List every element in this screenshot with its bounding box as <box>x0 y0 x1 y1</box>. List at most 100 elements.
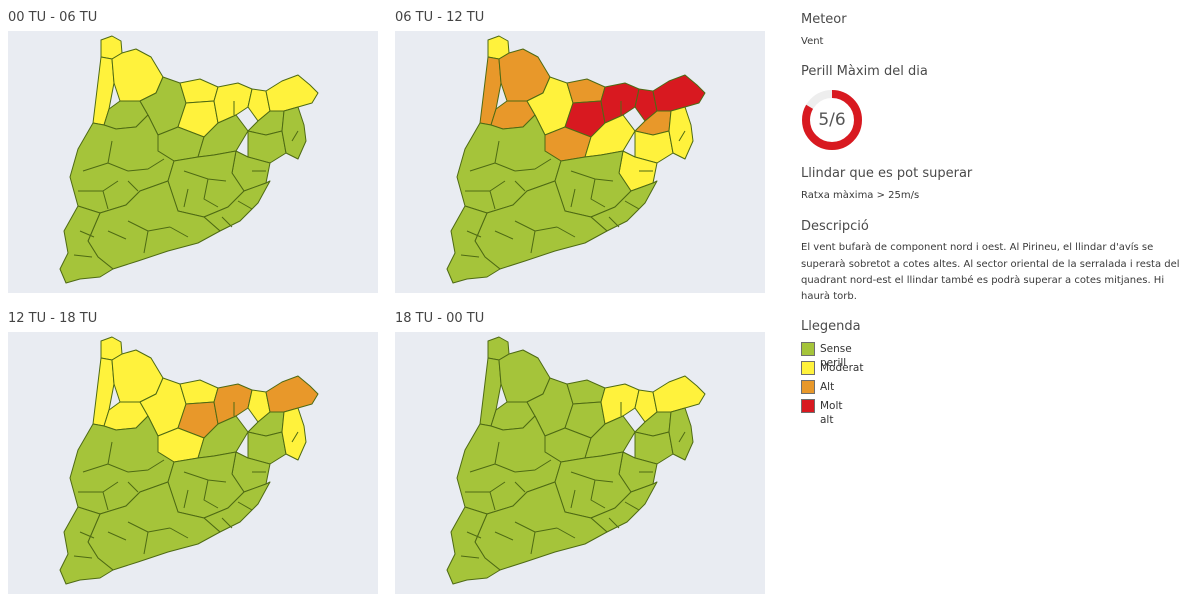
meteor-heading: Meteor <box>801 12 847 27</box>
comarca-border <box>608 216 620 228</box>
map-panel-3: 12 TU - 18 TU <box>8 311 378 595</box>
comarca-border <box>73 555 93 559</box>
comarca-border <box>221 517 233 529</box>
map-panel-1: 00 TU - 06 TU <box>8 10 378 294</box>
comarca-border <box>127 459 165 473</box>
comarca-border <box>183 489 189 509</box>
comarca-border <box>169 226 189 238</box>
map-area <box>8 332 378 594</box>
catalonia-map <box>59 35 319 284</box>
comarca-border <box>514 459 552 473</box>
region-south <box>446 205 501 284</box>
danger-level-ring: 5/6 <box>801 89 863 151</box>
descripcio-line: quadrant nord-est el llindar també es po… <box>801 275 1165 286</box>
comarca-border <box>570 489 576 509</box>
region-coast-bcn <box>590 180 658 232</box>
comarca-border <box>107 230 127 240</box>
legend-swatch <box>801 380 815 394</box>
comarca-border <box>102 491 109 511</box>
region-cerdanya <box>179 78 219 104</box>
danger-ring-graphic <box>802 90 862 150</box>
legend-label: Molt alt <box>820 400 843 426</box>
legend-label: Sense perill <box>820 343 852 369</box>
comarca-border <box>530 230 536 254</box>
region-alt-emporda <box>652 375 706 413</box>
map-panel-4: 18 TU - 00 TU <box>395 311 765 595</box>
comarca-border <box>570 188 576 208</box>
comarca-border <box>530 531 536 555</box>
region-coast-bcn <box>590 481 658 533</box>
comarca-border <box>514 158 552 172</box>
comarca-border <box>494 230 514 240</box>
legend-swatch <box>801 399 815 413</box>
catalonia-map <box>59 336 319 585</box>
perill-heading: Perill Màxim del dia <box>801 64 928 79</box>
map-area <box>395 332 765 594</box>
llindar-heading: Llindar que es pot superar <box>801 166 973 181</box>
comarques-layer <box>59 35 319 284</box>
comarca-border <box>624 200 640 210</box>
descripcio-line: superarà sobretot a cotes altes. Al sect… <box>801 259 1180 270</box>
comarca-border <box>127 481 139 493</box>
comarca-border <box>102 190 109 210</box>
comarca-border <box>624 501 640 511</box>
comarca-border <box>237 501 253 511</box>
region-cerdanya <box>566 379 606 405</box>
map-panel-title: 06 TU - 12 TU <box>395 10 485 25</box>
descripcio-line: haurà torb. <box>801 291 857 302</box>
ring-fill <box>802 90 862 150</box>
comarca-border <box>678 431 686 443</box>
comarca-border <box>460 555 480 559</box>
region-alt-emporda <box>265 375 319 413</box>
region-baix-emporda <box>281 407 307 461</box>
map-panel-2: 06 TU - 12 TU <box>395 10 765 294</box>
comarca-border <box>590 178 606 208</box>
region-baix-emporda <box>668 106 694 160</box>
comarca-border <box>291 431 299 443</box>
map-area <box>8 31 378 293</box>
catalonia-map <box>446 336 706 585</box>
comarca-border <box>107 531 127 541</box>
comarca-border <box>237 200 253 210</box>
comarca-border <box>143 230 149 254</box>
region-cerdanya <box>566 78 606 104</box>
legend-label: Alt <box>820 381 835 393</box>
comarca-border <box>514 481 526 493</box>
comarca-border <box>79 531 95 539</box>
map-panel-title: 00 TU - 06 TU <box>8 10 98 25</box>
map-panel-title: 12 TU - 18 TU <box>8 311 98 326</box>
comarca-border <box>678 130 686 142</box>
comarca-border <box>514 180 526 192</box>
region-alt-emporda <box>652 74 706 112</box>
comarca-border <box>221 216 233 228</box>
meteor-value: Vent <box>801 36 824 47</box>
comarca-border <box>556 527 576 539</box>
comarca-border <box>494 531 514 541</box>
comarca-border <box>169 527 189 539</box>
region-south <box>59 205 114 284</box>
region-coast-bcn <box>203 481 271 533</box>
comarca-border <box>556 226 576 238</box>
comarca-border <box>489 491 496 511</box>
catalonia-map <box>446 35 706 284</box>
comarca-border <box>466 531 482 539</box>
region-south <box>59 506 114 585</box>
region-south <box>446 506 501 585</box>
comarca-border <box>203 479 219 509</box>
comarca-border <box>489 190 496 210</box>
legend-label: Moderat <box>820 362 864 374</box>
legend-swatch <box>801 342 815 356</box>
comarca-border <box>79 230 95 238</box>
comarca-border <box>203 178 219 208</box>
comarca-border <box>608 517 620 529</box>
comarques-layer <box>446 35 706 284</box>
danger-level-value: 5/6 <box>818 110 846 130</box>
comarca-border <box>127 180 139 192</box>
map-panel-title: 18 TU - 00 TU <box>395 311 485 326</box>
region-baix-emporda <box>668 407 694 461</box>
region-alt-emporda <box>265 74 319 112</box>
comarca-border <box>107 441 113 465</box>
llindar-value: Ratxa màxima > 25m/s <box>801 190 920 201</box>
comarca-border <box>127 158 165 172</box>
legend-swatch <box>801 361 815 375</box>
